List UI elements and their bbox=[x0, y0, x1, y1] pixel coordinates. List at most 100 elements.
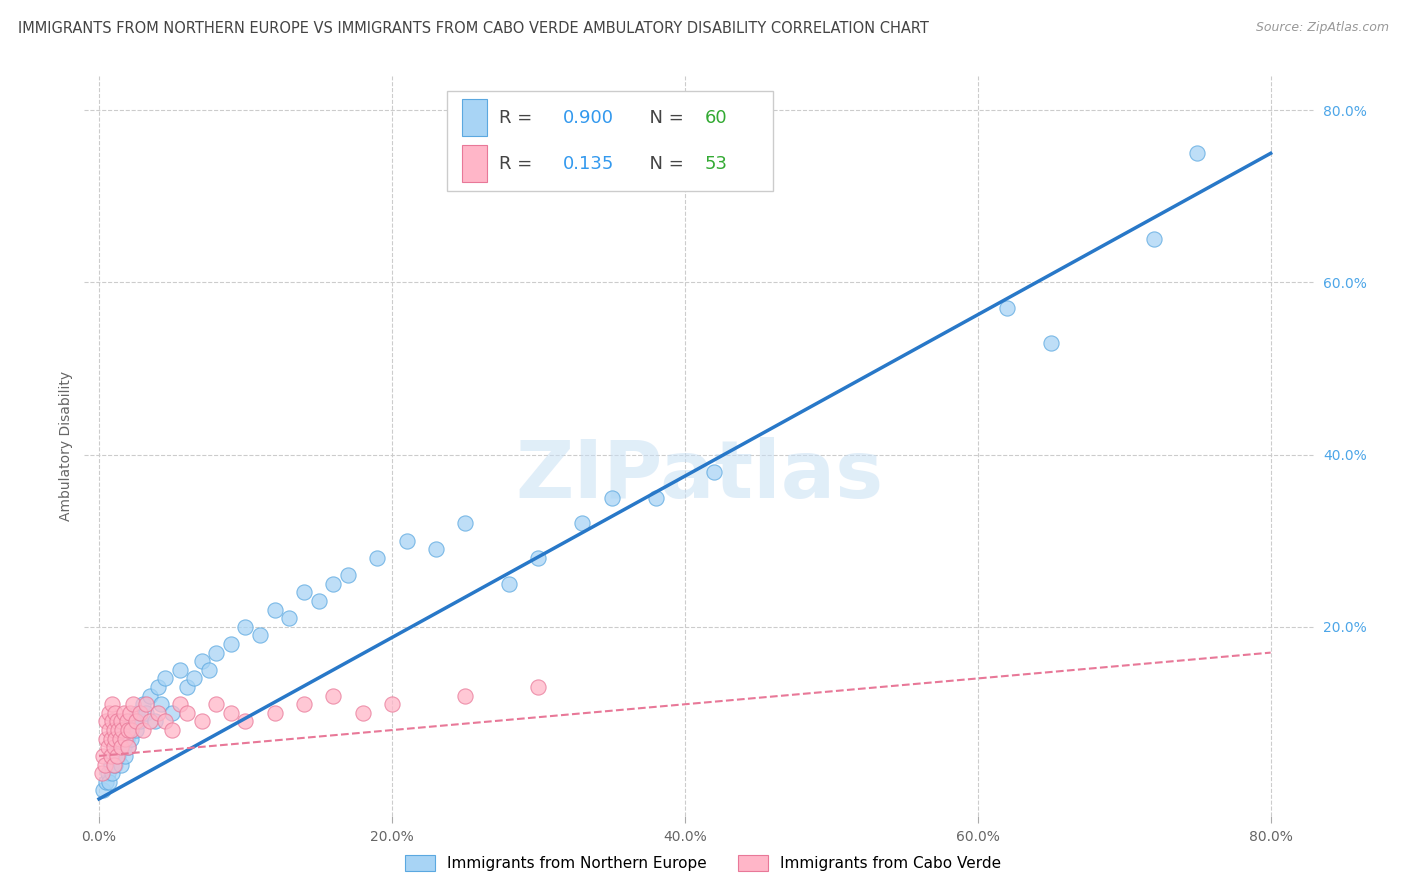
Point bbox=[121, 714, 143, 729]
Point bbox=[703, 465, 725, 479]
Point bbox=[107, 748, 129, 763]
Point bbox=[124, 714, 146, 729]
Point bbox=[100, 757, 122, 772]
Text: Source: ZipAtlas.com: Source: ZipAtlas.com bbox=[1256, 21, 1389, 35]
Point bbox=[114, 748, 136, 763]
Point bbox=[249, 628, 271, 642]
Text: ZIPatlas: ZIPatlas bbox=[516, 436, 883, 515]
Point bbox=[118, 706, 141, 720]
Point bbox=[139, 714, 162, 729]
Point bbox=[94, 757, 117, 772]
Point bbox=[322, 689, 344, 703]
Point bbox=[90, 766, 114, 780]
FancyBboxPatch shape bbox=[463, 145, 486, 182]
Point bbox=[235, 714, 257, 729]
Point bbox=[571, 516, 593, 531]
Point bbox=[454, 689, 477, 703]
Point bbox=[93, 748, 115, 763]
Point bbox=[129, 714, 152, 729]
Point bbox=[96, 714, 118, 729]
Point bbox=[205, 698, 228, 712]
Point bbox=[169, 663, 191, 677]
Point bbox=[162, 723, 183, 737]
Point bbox=[132, 723, 155, 737]
Point bbox=[263, 602, 285, 616]
Point bbox=[105, 748, 128, 763]
Point bbox=[135, 706, 157, 720]
Point bbox=[235, 620, 257, 634]
Point bbox=[111, 723, 134, 737]
Point bbox=[139, 689, 162, 703]
Point bbox=[93, 783, 115, 797]
Point bbox=[183, 672, 205, 686]
Point bbox=[322, 576, 344, 591]
Point bbox=[395, 533, 418, 548]
Point bbox=[600, 491, 623, 505]
Point bbox=[110, 757, 132, 772]
FancyBboxPatch shape bbox=[447, 91, 773, 191]
Point bbox=[176, 680, 198, 694]
Text: 60: 60 bbox=[704, 109, 727, 127]
Point bbox=[498, 576, 520, 591]
Point bbox=[107, 723, 129, 737]
Text: R =: R = bbox=[499, 154, 544, 172]
Point bbox=[308, 594, 330, 608]
Point bbox=[1187, 146, 1209, 161]
Text: IMMIGRANTS FROM NORTHERN EUROPE VS IMMIGRANTS FROM CABO VERDE AMBULATORY DISABIL: IMMIGRANTS FROM NORTHERN EUROPE VS IMMIG… bbox=[18, 21, 929, 37]
Point bbox=[105, 740, 128, 755]
Point bbox=[129, 706, 152, 720]
Point bbox=[108, 731, 131, 746]
Point bbox=[263, 706, 285, 720]
Point bbox=[118, 723, 141, 737]
Point bbox=[104, 757, 127, 772]
Point bbox=[190, 654, 212, 668]
Point bbox=[112, 706, 135, 720]
Point bbox=[162, 706, 183, 720]
Point bbox=[108, 731, 131, 746]
Point bbox=[103, 757, 125, 772]
Point bbox=[143, 714, 166, 729]
Point bbox=[352, 706, 374, 720]
Text: N =: N = bbox=[638, 109, 689, 127]
Point bbox=[995, 301, 1018, 316]
Point bbox=[101, 698, 124, 712]
Point bbox=[110, 714, 132, 729]
Text: N =: N = bbox=[638, 154, 689, 172]
Point bbox=[96, 774, 118, 789]
Point bbox=[205, 646, 228, 660]
Point bbox=[644, 491, 666, 505]
Point bbox=[1142, 232, 1164, 246]
Point bbox=[104, 731, 127, 746]
Point bbox=[153, 672, 176, 686]
Y-axis label: Ambulatory Disability: Ambulatory Disability bbox=[59, 371, 73, 521]
Legend: Immigrants from Northern Europe, Immigrants from Cabo Verde: Immigrants from Northern Europe, Immigra… bbox=[398, 849, 1008, 877]
Point bbox=[132, 698, 155, 712]
Point bbox=[101, 714, 124, 729]
Text: 0.900: 0.900 bbox=[562, 109, 614, 127]
Point bbox=[190, 714, 212, 729]
Point bbox=[127, 706, 149, 720]
Point bbox=[527, 550, 550, 565]
Point bbox=[100, 748, 122, 763]
Point bbox=[103, 748, 125, 763]
Point bbox=[149, 698, 172, 712]
Point bbox=[527, 680, 550, 694]
Point bbox=[278, 611, 301, 625]
Point bbox=[104, 706, 127, 720]
Point bbox=[103, 740, 125, 755]
Point bbox=[96, 731, 118, 746]
Point bbox=[454, 516, 477, 531]
Point bbox=[292, 698, 315, 712]
Point bbox=[98, 706, 121, 720]
Point bbox=[146, 680, 169, 694]
Point bbox=[101, 766, 124, 780]
Point bbox=[115, 731, 138, 746]
Point bbox=[153, 714, 176, 729]
Point bbox=[98, 723, 121, 737]
Point bbox=[98, 774, 121, 789]
Point bbox=[176, 706, 198, 720]
Point bbox=[117, 740, 139, 755]
Point bbox=[198, 663, 221, 677]
Point bbox=[100, 731, 122, 746]
Point bbox=[219, 706, 242, 720]
